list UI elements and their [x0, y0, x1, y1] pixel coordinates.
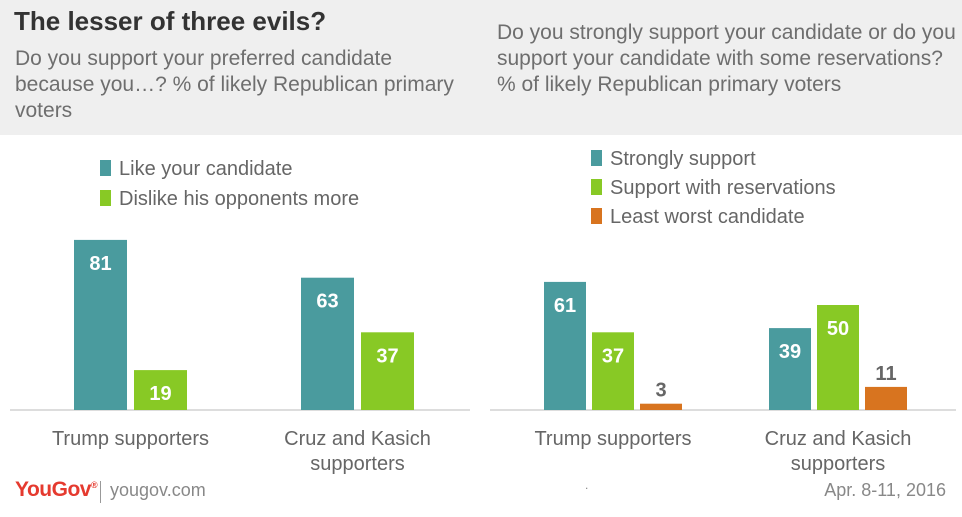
legend-swatch-like-your-candidate	[100, 160, 111, 176]
legend-label-least-worst-candidate: Least worst candidate	[610, 206, 805, 228]
category-label-trump-supporters: Trump supporters	[534, 428, 691, 450]
data-label-dislike-his-opponents-more-trump-supporters: 19	[149, 383, 171, 405]
header-band: The lesser of three evils? Do you suppor…	[0, 0, 962, 135]
bar-strongly-support-cruz-and-kasich-supporters	[769, 328, 811, 410]
category-label-trump-supporters: Trump supporters	[52, 428, 209, 450]
data-label-least-worst-candidate-trump-supporters: 3	[655, 380, 666, 402]
legend-label-dislike-his-opponents-more: Dislike his opponents more	[119, 188, 359, 210]
category-label-cruz-and-kasich-supporters-line-1: Cruz and Kasich	[284, 428, 431, 450]
legend-label-support-with-reservations: Support with reservations	[610, 177, 836, 199]
bar-dislike-his-opponents-more-trump-supporters	[134, 370, 187, 410]
category-label-cruz-and-kasich-supporters-line-2: supporters	[310, 453, 405, 475]
left-chart-subtitle: Do you support your preferred candidate …	[15, 47, 454, 122]
bar-support-with-reservations-trump-supporters	[592, 332, 634, 410]
legend-swatch-least-worst-candidate	[591, 208, 602, 224]
right-chart: Strongly support Support with reservation…	[480, 135, 962, 475]
brand-name: YouGov	[15, 478, 91, 501]
registered-mark: ®	[90, 480, 98, 490]
category-label-cruz-and-kasich-supporters-line-1: Cruz and Kasich	[765, 428, 912, 450]
left-chart: Like your candidate Dislike his opponents…	[0, 135, 480, 475]
data-label-dislike-his-opponents-more-cruz-and-kasich-supporters: 37	[376, 345, 398, 367]
data-label-support-with-reservations-trump-supporters: 37	[602, 345, 624, 367]
legend-swatch-strongly-support	[591, 150, 602, 166]
yougov-logo[interactable]: YouGov®	[15, 478, 98, 502]
bar-least-worst-candidate-cruz-and-kasich-supporters	[865, 386, 907, 410]
data-label-strongly-support-trump-supporters: 61	[554, 295, 576, 317]
bar-support-with-reservations-cruz-and-kasich-supporters	[817, 305, 859, 410]
bar-strongly-support-trump-supporters	[544, 281, 586, 410]
page-title: The lesser of three evils?	[14, 6, 327, 36]
data-label-support-with-reservations-cruz-and-kasich-supporters: 50	[827, 318, 849, 340]
legend-swatch-support-with-reservations	[591, 179, 602, 195]
data-label-like-your-candidate-cruz-and-kasich-supporters: 63	[316, 291, 338, 313]
legend-label-like-your-candidate: Like your candidate	[119, 158, 292, 180]
survey-date: Apr. 8-11, 2016	[824, 480, 946, 500]
bar-like-your-candidate-cruz-and-kasich-supporters	[301, 277, 354, 410]
left-chart-svg: Like your candidate Dislike his opponents…	[10, 158, 470, 475]
bar-dislike-his-opponents-more-cruz-and-kasich-supporters	[361, 332, 414, 410]
legend-swatch-dislike-his-opponents-more	[100, 190, 111, 206]
data-label-strongly-support-cruz-and-kasich-supporters: 39	[779, 341, 801, 363]
category-label-cruz-and-kasich-supporters-line-2: supporters	[791, 453, 886, 475]
site-link[interactable]: yougov.com	[110, 480, 206, 500]
legend-label-strongly-support: Strongly support	[610, 148, 756, 170]
data-label-like-your-candidate-trump-supporters: 81	[89, 253, 111, 275]
right-chart-svg: Strongly support Support with reservation…	[490, 148, 956, 475]
right-chart-subtitle: Do you strongly support your candidate o…	[497, 21, 956, 96]
bar-like-your-candidate-trump-supporters	[74, 239, 127, 410]
stray-dot: .	[585, 478, 589, 492]
bar-least-worst-candidate-trump-supporters	[640, 403, 682, 410]
footer-divider	[100, 481, 101, 503]
data-label-least-worst-candidate-cruz-and-kasich-supporters: 11	[875, 363, 896, 385]
